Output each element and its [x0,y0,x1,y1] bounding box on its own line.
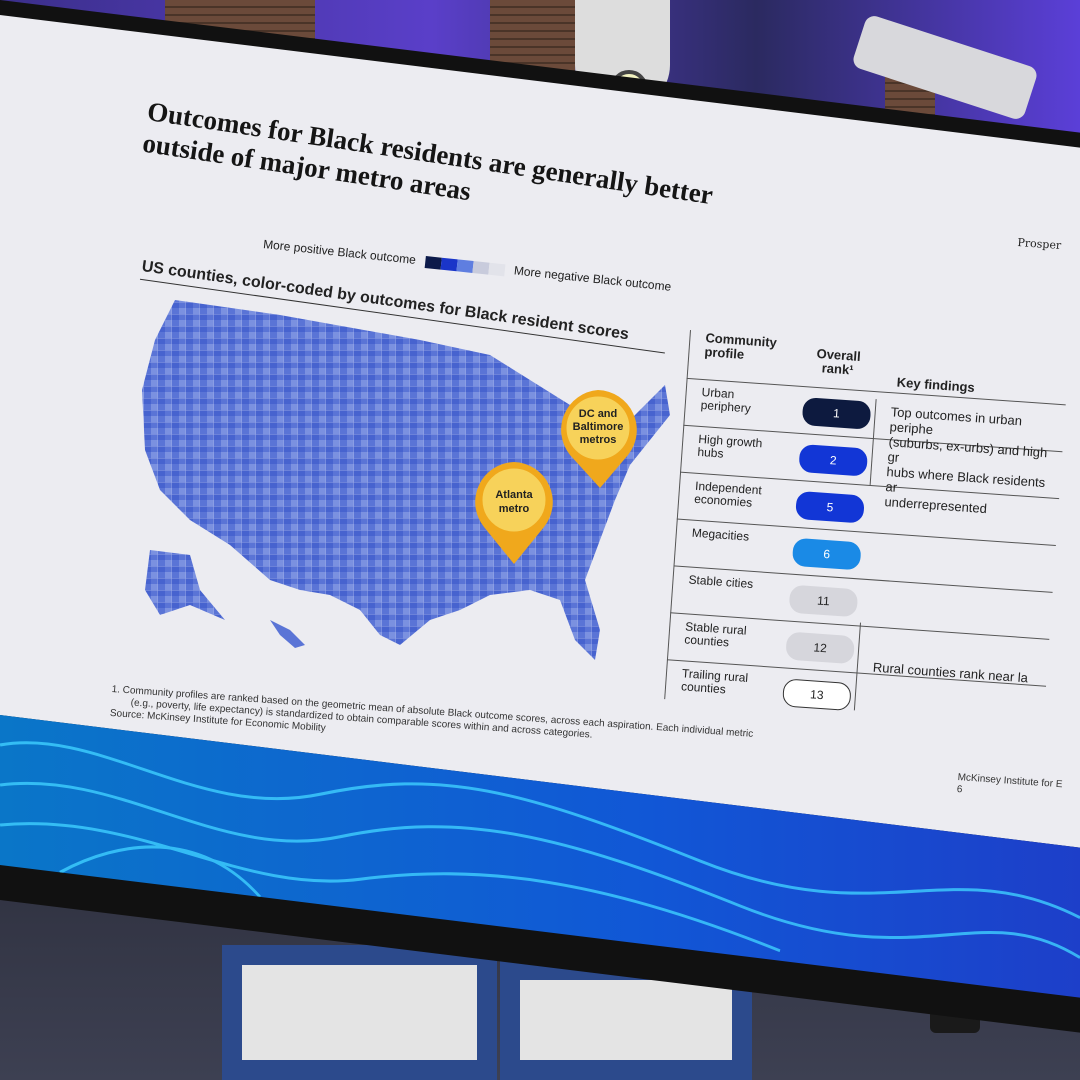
legend-swatch [440,257,458,272]
rank-badge: 11 [788,584,859,618]
legend-swatch [456,259,474,273]
pin-label: metro [499,503,530,515]
pin-label: metros [580,434,617,446]
header-profile: Community profile [704,330,777,364]
rank-badge: 1 [801,397,872,430]
contiguous-us [142,300,670,660]
profile-text: Stable cities [688,572,754,592]
hawaii [270,620,305,648]
legend-swatch [472,260,490,275]
header-rank: Overall rank¹ [815,346,861,378]
profile-label: Trailing rural counties [681,666,773,699]
corner-label: Prosper [1017,236,1062,253]
display-panel [222,945,497,1080]
projection-screen [0,0,1080,1033]
rank-badge: 5 [795,490,865,524]
profile-label: Independent economies [694,479,786,512]
legend-swatch [488,262,506,277]
profile-label: High growth hubs [697,432,789,465]
pin-label: DC and [579,408,618,420]
contour-lines [0,741,1080,959]
pin-label: Atlanta [495,489,533,501]
rank-badge: 2 [798,443,869,477]
profile-label: Megacities [691,525,782,546]
rank-badge: 13 [781,678,852,712]
pin-dc-baltimore: DC and Baltimore metros [561,390,637,488]
header-findings: Key findings [896,374,976,395]
wave-banner [0,715,1080,998]
profile-label: Urban periphery [700,385,792,418]
pin-atlanta: Atlanta metro [475,462,553,564]
profile-text: Megacities [691,525,750,544]
header-text: rank¹ [821,360,855,378]
legend-color-scale [424,255,506,277]
pin-label: Baltimore [573,421,624,433]
legend-swatch [424,255,442,270]
profile-label: Stable cities [688,572,779,593]
community-profile-table: Community profile Overall rank¹ Key findin… [663,330,1069,733]
alaska [145,550,225,620]
rank-badge: 12 [785,631,856,665]
us-county-map: DC and Baltimore metros Atlanta metro [142,300,670,660]
finding-top: Top outcomes in urban periphe (suburbs, … [884,404,1061,521]
profile-label: Stable rural counties [684,619,776,652]
legend-positive-label: More positive Black outcome [262,237,417,267]
rank-badge: 6 [791,537,862,571]
footnote: 1. Community profiles are ranked based o… [109,684,754,765]
slide-title: Outcomes for Black residents are general… [141,95,716,243]
slide-footer: McKinsey Institute for E 6 [956,772,1069,804]
